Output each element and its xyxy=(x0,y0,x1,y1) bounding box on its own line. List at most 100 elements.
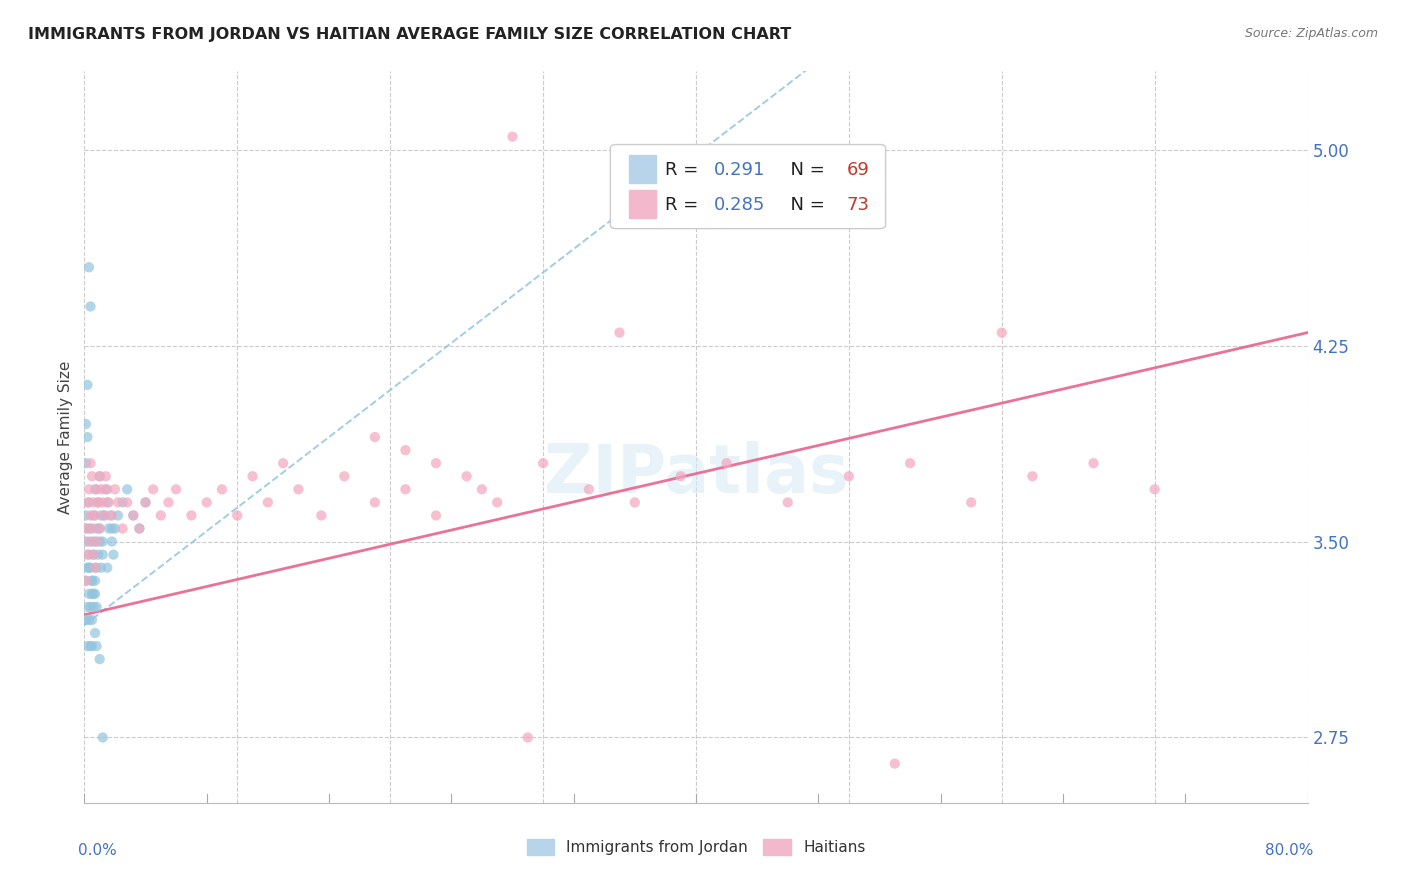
Point xyxy=(77,483,100,497)
Point xyxy=(87,495,110,509)
Point xyxy=(883,756,905,771)
Point xyxy=(77,548,100,562)
Point xyxy=(486,495,509,509)
Point xyxy=(89,522,111,536)
Point xyxy=(165,483,187,497)
Point xyxy=(242,469,264,483)
Point xyxy=(77,613,100,627)
Point xyxy=(94,469,117,483)
Point xyxy=(86,560,108,574)
Point xyxy=(76,639,98,653)
Point xyxy=(128,522,150,536)
Point xyxy=(83,548,105,562)
Text: R =: R = xyxy=(665,161,704,179)
Point xyxy=(80,534,103,549)
Text: 69: 69 xyxy=(846,161,869,179)
Point xyxy=(776,495,799,509)
Point xyxy=(157,495,180,509)
Point xyxy=(80,639,103,653)
Point xyxy=(89,469,111,483)
Text: 0.0%: 0.0% xyxy=(79,843,117,858)
Point xyxy=(91,534,114,549)
Point xyxy=(84,587,107,601)
Point xyxy=(76,430,98,444)
Point xyxy=(77,495,100,509)
Point xyxy=(79,639,101,653)
Point xyxy=(80,613,103,627)
Point xyxy=(669,469,692,483)
Point xyxy=(364,430,387,444)
Point xyxy=(122,508,145,523)
Point xyxy=(76,599,98,614)
Point xyxy=(84,483,107,497)
Point xyxy=(91,731,114,745)
Point xyxy=(86,599,108,614)
Point xyxy=(516,731,538,745)
Point xyxy=(502,129,524,144)
Point xyxy=(115,495,138,509)
Point xyxy=(84,508,107,523)
Point xyxy=(960,495,983,509)
Point xyxy=(1143,483,1166,497)
Point xyxy=(135,495,157,509)
Point xyxy=(394,483,416,497)
Point xyxy=(79,300,101,314)
Point xyxy=(89,652,111,666)
Point xyxy=(111,522,134,536)
Point xyxy=(97,495,120,509)
Point xyxy=(271,456,294,470)
Point xyxy=(86,522,108,536)
Point xyxy=(90,483,112,497)
Point xyxy=(86,483,108,497)
Point xyxy=(77,534,100,549)
Point xyxy=(425,508,447,523)
Point xyxy=(195,495,218,509)
Y-axis label: Average Family Size: Average Family Size xyxy=(58,360,73,514)
Point xyxy=(128,522,150,536)
Point xyxy=(107,508,129,523)
Point xyxy=(75,522,97,536)
Point xyxy=(287,483,309,497)
Point xyxy=(531,456,554,470)
Point xyxy=(76,377,98,392)
Text: ZIPatlas: ZIPatlas xyxy=(544,441,848,507)
Point xyxy=(226,508,249,523)
Point xyxy=(84,626,107,640)
Point xyxy=(96,560,118,574)
Point xyxy=(75,456,97,470)
Bar xyxy=(628,155,655,183)
Point xyxy=(107,495,129,509)
Point xyxy=(96,483,118,497)
Point xyxy=(90,508,112,523)
Point xyxy=(211,483,233,497)
Point xyxy=(311,508,333,523)
Point xyxy=(79,522,101,536)
Point xyxy=(80,522,103,536)
Point xyxy=(79,560,101,574)
Point xyxy=(180,508,202,523)
Text: 73: 73 xyxy=(846,196,869,214)
Point xyxy=(609,326,631,340)
Text: Source: ZipAtlas.com: Source: ZipAtlas.com xyxy=(1244,27,1378,40)
Point xyxy=(94,483,117,497)
Point xyxy=(101,534,124,549)
Point xyxy=(90,560,112,574)
Point xyxy=(75,574,97,588)
Point xyxy=(257,495,280,509)
Point xyxy=(76,548,98,562)
Text: IMMIGRANTS FROM JORDAN VS HAITIAN AVERAGE FAMILY SIZE CORRELATION CHART: IMMIGRANTS FROM JORDAN VS HAITIAN AVERAG… xyxy=(28,27,792,42)
Point xyxy=(104,483,127,497)
Point xyxy=(98,508,121,523)
Text: 80.0%: 80.0% xyxy=(1265,843,1313,858)
Text: N =: N = xyxy=(779,161,831,179)
Point xyxy=(149,508,172,523)
Point xyxy=(77,587,100,601)
Point xyxy=(75,613,97,627)
Point xyxy=(364,495,387,509)
Point xyxy=(333,469,356,483)
Point xyxy=(75,508,97,523)
Point xyxy=(101,508,124,523)
Point xyxy=(76,522,98,536)
Point xyxy=(75,417,97,431)
Point xyxy=(79,599,101,614)
